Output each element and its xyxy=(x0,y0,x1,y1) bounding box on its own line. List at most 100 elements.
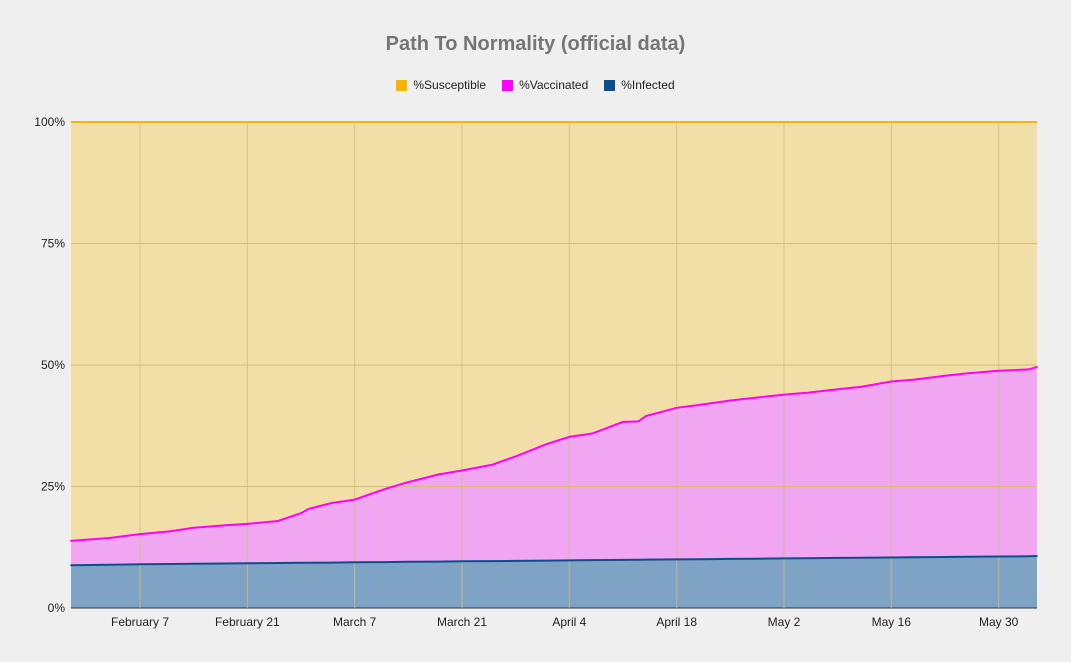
point-vaccinated xyxy=(752,397,755,399)
point-vaccinated xyxy=(997,370,1000,372)
point-vaccinated xyxy=(698,404,701,406)
point-infected xyxy=(997,555,1000,558)
point-infected xyxy=(169,563,172,565)
y-axis-ticks: 0% 25% 50% 75% 100% xyxy=(34,115,65,615)
x-tick-label: May 30 xyxy=(979,615,1019,629)
point-vaccinated xyxy=(300,512,302,515)
point-infected xyxy=(967,555,969,558)
point-infected xyxy=(944,556,946,558)
point-vaccinated xyxy=(806,391,808,394)
x-axis-ticks: February 7 February 21 March 7 March 21 Apri… xyxy=(111,615,1019,629)
point-vaccinated xyxy=(729,399,732,402)
chart-points xyxy=(70,366,1038,567)
point-infected xyxy=(277,562,279,564)
point-infected xyxy=(223,562,226,565)
point-infected xyxy=(70,564,72,567)
chart-title: Path To Normality (official data) xyxy=(385,33,686,55)
point-infected xyxy=(913,556,916,559)
point-vaccinated xyxy=(675,406,678,409)
point-vaccinated xyxy=(246,523,249,525)
legend-swatch-infected xyxy=(604,79,616,91)
legend-swatch-susceptible xyxy=(396,79,408,91)
point-vaccinated xyxy=(192,527,195,529)
point-infected xyxy=(514,560,517,562)
point-infected xyxy=(545,559,548,562)
y-tick-label: 0% xyxy=(48,601,66,615)
point-infected xyxy=(307,561,310,564)
point-vaccinated xyxy=(1036,366,1038,368)
point-vaccinated xyxy=(461,469,463,472)
point-infected xyxy=(1036,555,1038,557)
point-vaccinated xyxy=(277,520,279,522)
point-infected xyxy=(645,558,647,561)
point-vaccinated xyxy=(967,372,969,375)
point-infected xyxy=(890,556,893,559)
point-vaccinated xyxy=(438,473,440,476)
point-infected xyxy=(783,557,785,560)
point-infected xyxy=(859,556,862,559)
point-vaccinated xyxy=(568,436,571,438)
x-tick-label: March 7 xyxy=(333,615,377,629)
point-vaccinated xyxy=(353,498,356,501)
legend: %Susceptible %Vaccinated %Infected xyxy=(0,78,1071,92)
area-susceptible xyxy=(71,122,1037,541)
point-infected xyxy=(108,563,111,566)
point-vaccinated xyxy=(783,393,785,396)
x-tick-label: March 21 xyxy=(437,615,487,629)
y-tick-label: 25% xyxy=(41,480,65,494)
point-infected xyxy=(353,561,356,564)
area-infected xyxy=(71,556,1037,608)
legend-item-vaccinated[interactable]: %Vaccinated xyxy=(502,78,588,92)
legend-label-susceptible: %Susceptible xyxy=(413,78,487,92)
point-infected xyxy=(729,558,732,560)
y-tick-label: 100% xyxy=(34,115,65,129)
legend-label-vaccinated: %Vaccinated xyxy=(519,78,589,92)
point-vaccinated xyxy=(330,502,333,504)
chart-areas xyxy=(71,122,1037,608)
point-vaccinated xyxy=(890,380,893,383)
point-vaccinated xyxy=(637,420,640,423)
x-tick-label: May 16 xyxy=(872,615,912,629)
point-infected xyxy=(246,562,249,565)
point-infected xyxy=(384,561,387,563)
x-tick-label: April 4 xyxy=(552,615,586,629)
point-infected xyxy=(192,562,195,565)
point-vaccinated xyxy=(645,415,647,417)
y-tick-label: 75% xyxy=(41,237,65,251)
legend-item-infected[interactable]: %Infected xyxy=(604,78,675,92)
point-vaccinated xyxy=(622,421,624,423)
point-vaccinated xyxy=(407,481,410,483)
point-vaccinated xyxy=(70,540,72,542)
legend-item-susceptible[interactable]: %Susceptible xyxy=(396,78,486,92)
point-infected xyxy=(698,558,701,560)
point-infected xyxy=(622,559,624,561)
point-vaccinated xyxy=(545,443,548,446)
x-tick-label: February 21 xyxy=(215,615,280,629)
point-vaccinated xyxy=(591,432,594,435)
point-vaccinated xyxy=(108,537,111,539)
point-infected xyxy=(1028,555,1031,558)
point-vaccinated xyxy=(491,463,494,466)
point-infected xyxy=(836,557,839,559)
point-vaccinated xyxy=(384,488,387,490)
point-vaccinated xyxy=(944,374,946,377)
point-vaccinated xyxy=(307,508,310,510)
point-infected xyxy=(491,560,494,562)
y-tick-label: 50% xyxy=(41,358,65,372)
point-vaccinated xyxy=(223,524,226,527)
legend-swatch-vaccinated xyxy=(502,79,514,91)
point-infected xyxy=(637,558,640,561)
point-infected xyxy=(438,560,440,563)
point-vaccinated xyxy=(859,386,862,388)
x-tick-label: February 7 xyxy=(111,615,169,629)
point-infected xyxy=(139,563,141,566)
point-vaccinated xyxy=(913,378,916,381)
point-infected xyxy=(568,559,571,562)
point-vaccinated xyxy=(169,530,172,533)
point-vaccinated xyxy=(1028,368,1031,371)
point-infected xyxy=(407,561,410,563)
point-vaccinated xyxy=(514,455,517,458)
point-infected xyxy=(461,560,463,563)
legend-label-infected: %Infected xyxy=(621,78,675,92)
